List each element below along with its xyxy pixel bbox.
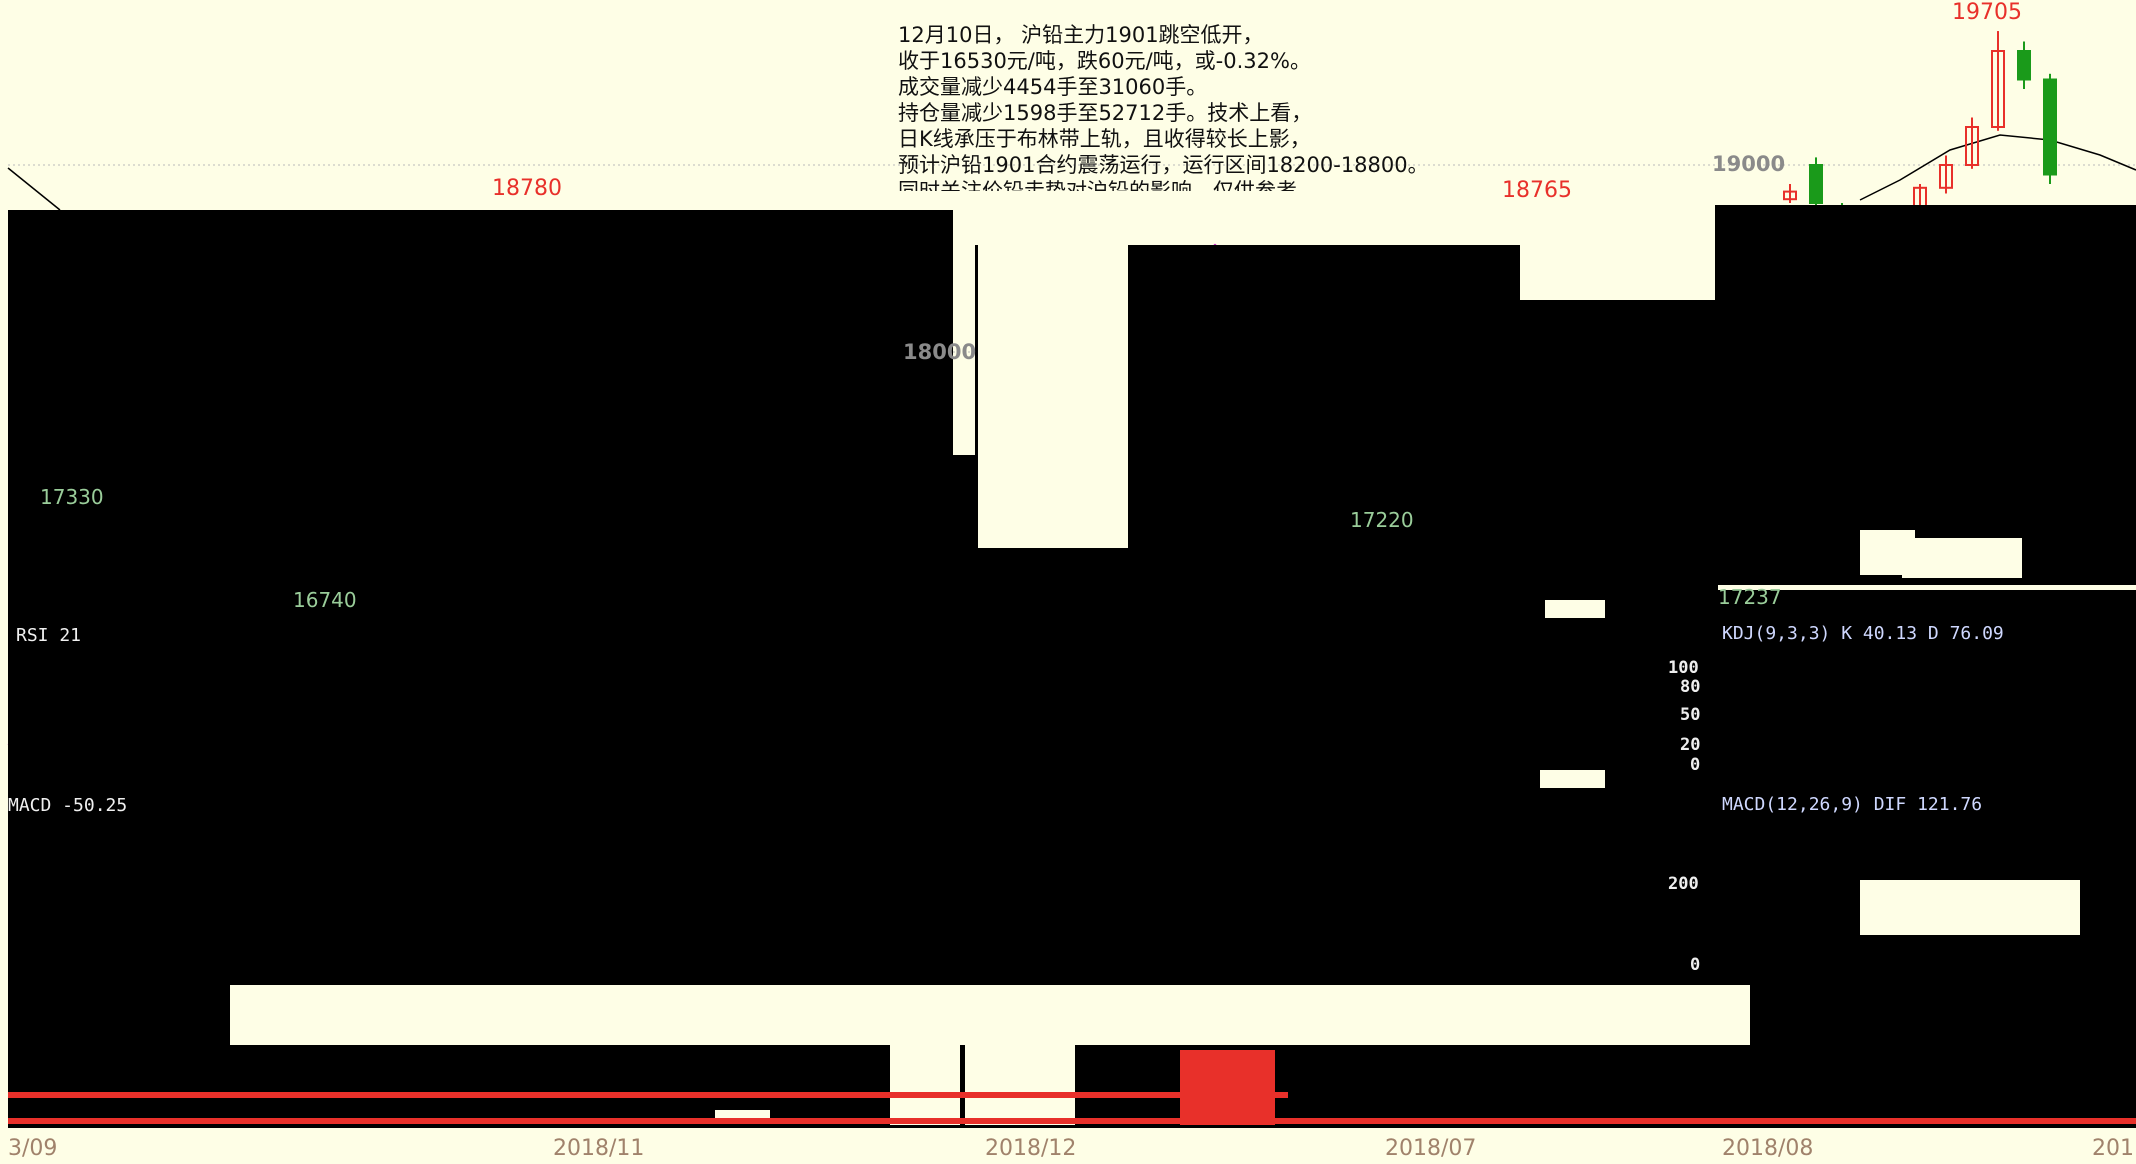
cream-inset xyxy=(978,218,1128,548)
cream-inset xyxy=(1540,770,1605,788)
glitch-block xyxy=(1715,205,2136,585)
comment-line: 持仓量减少1598手至52712手。技术上看， xyxy=(898,101,1313,125)
macd-tick-0: 0 xyxy=(1690,955,1701,975)
low-annotation-left2: 16740 xyxy=(293,588,357,612)
candle-body xyxy=(1991,50,2005,128)
cream-inset xyxy=(1902,538,2022,578)
high-annotation-left: 18780 xyxy=(492,176,562,201)
cream-inset xyxy=(965,1045,1075,1125)
rsi-panel-label: RSI 21 xyxy=(16,625,82,646)
boll-upper-line xyxy=(7,167,61,211)
comment-line: 收于16530元/吨，跌60元/吨，或-0.32%。 xyxy=(898,49,1311,73)
date-label: 2018/07 xyxy=(1385,1136,1477,1161)
glitch-block xyxy=(8,210,953,455)
comment-line: 日K线承压于布林带上轨，且收得较长上影， xyxy=(898,127,1311,151)
candle-body xyxy=(2043,78,2057,176)
cream-inset xyxy=(1545,600,1605,618)
rsi-tick-50: 50 xyxy=(1680,705,1701,725)
low-annotation-right: 17237 xyxy=(1718,585,1782,609)
date-strip xyxy=(0,1128,2136,1164)
boll-mid-line xyxy=(1859,134,2136,201)
candle-body xyxy=(1783,190,1797,201)
comment-line: 同时关注价铅走势对沪铅的影响。仅供参考。 xyxy=(898,179,1318,191)
date-label: 2018/11 xyxy=(553,1136,645,1161)
candle-body xyxy=(1965,126,1979,166)
comment-line: 预计沪铅1901合约震荡运行，运行区间18200-18800。 xyxy=(898,153,1429,177)
cream-inset xyxy=(1860,880,2080,935)
red-bar xyxy=(8,1118,2136,1124)
comment-line: 成交量减少4454手至31060手。 xyxy=(898,75,1208,99)
candle-body xyxy=(1809,164,1823,204)
date-label: 2018/12 xyxy=(985,1136,1077,1161)
date-label: 201 xyxy=(2092,1136,2134,1161)
cream-inset xyxy=(230,985,1750,1045)
low-annotation-mid: 17220 xyxy=(1350,508,1414,532)
rsi-tick-0: 0 xyxy=(1690,755,1701,775)
candle-body xyxy=(1939,164,1953,189)
glitch-block xyxy=(1520,300,1720,460)
candle-body xyxy=(2017,50,2031,81)
red-bar xyxy=(8,1092,1288,1098)
macd-panel-label-left: MACD -50.25 xyxy=(8,795,128,816)
macd-panel-label-right: MACD(12,26,9) DIF 121.76 xyxy=(1722,794,1983,815)
high-annotation-mid: 18765 xyxy=(1502,178,1572,203)
date-label: 2018/08 xyxy=(1722,1136,1814,1161)
high-annotation-right: 19705 xyxy=(1952,0,2022,25)
cream-inset xyxy=(890,1045,960,1125)
rsi-tick-100: 100 xyxy=(1668,658,1699,678)
rsi-tick-20: 20 xyxy=(1680,735,1701,755)
comment-line: 12月10日， 沪铅主力1901跳空低开， xyxy=(898,23,1264,47)
cream-inset xyxy=(1860,530,1915,575)
rsi-tick-80: 80 xyxy=(1680,677,1701,697)
ytick-19000: 19000 xyxy=(1712,152,1786,176)
kdj-panel-label: KDJ(9,3,3) K 40.13 D 76.09 xyxy=(1722,623,2004,644)
low-annotation-left: 17330 xyxy=(40,485,104,509)
ytick-18000: 18000 xyxy=(903,340,977,364)
macd-tick-200: 200 xyxy=(1668,874,1699,894)
analysis-comment: 12月10日， 沪铅主力1901跳空低开， 收于16530元/吨，跌60元/吨，… xyxy=(898,22,1458,191)
date-label: 3/09 xyxy=(8,1136,58,1161)
red-bar xyxy=(1180,1050,1275,1125)
